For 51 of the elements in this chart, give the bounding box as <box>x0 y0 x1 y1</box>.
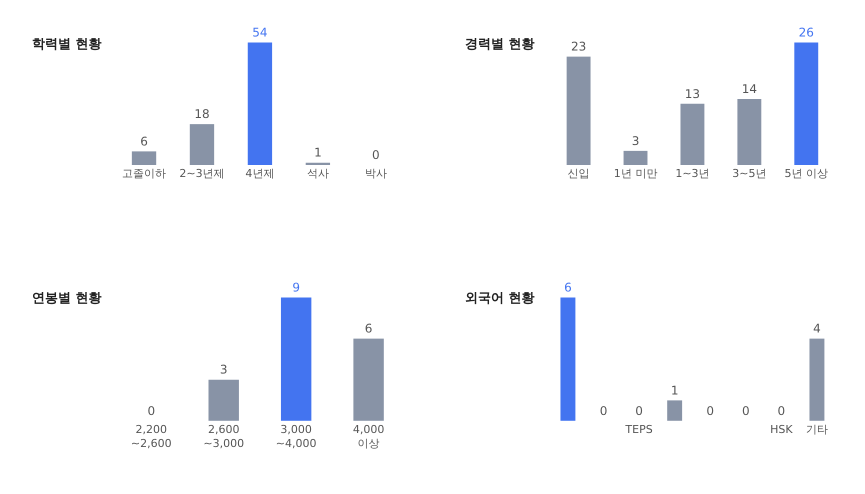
data-label: 3 <box>220 362 228 377</box>
data-label: 6 <box>364 322 372 336</box>
x-tick-label: 고졸이하 <box>122 166 166 180</box>
chart-title: 외국어 현황 <box>465 291 535 306</box>
chart-title: 연봉별 현황 <box>32 291 102 306</box>
data-label: 0 <box>600 404 608 418</box>
data-label: 0 <box>372 148 380 162</box>
x-tick-label: 2,200 ~2,600 <box>130 422 172 450</box>
data-label: 18 <box>194 107 210 122</box>
data-label: 0 <box>742 404 750 418</box>
x-tick-label: 2~3년제 <box>179 166 225 180</box>
bar <box>680 104 704 165</box>
x-tick-label: 2,600 ~3,000 <box>203 422 244 450</box>
x-tick-label: 신입 <box>568 166 590 180</box>
data-label: 13 <box>684 86 700 101</box>
data-label: 0 <box>147 404 156 418</box>
data-label: 4 <box>813 322 821 336</box>
data-label: 0 <box>706 404 714 418</box>
x-tick-label: 3~5년 <box>732 166 766 180</box>
data-label: 1 <box>314 146 322 160</box>
x-tick-label: 1~3년 <box>675 166 710 180</box>
x-tick-label: 3,000 ~4,000 <box>276 422 317 450</box>
x-tick-label: 기타 <box>806 422 828 436</box>
data-label: 23 <box>570 40 586 54</box>
chart-title: 경력별 현황 <box>465 37 535 52</box>
data-label: 1 <box>670 383 678 398</box>
data-label: 6 <box>564 280 572 294</box>
bar <box>190 124 214 165</box>
bar <box>248 42 272 165</box>
bar <box>737 99 762 165</box>
data-label: 6 <box>140 134 148 148</box>
x-tick-label: 석사 <box>306 166 329 180</box>
bar <box>566 56 591 165</box>
x-tick-label: HSK <box>770 422 794 436</box>
x-tick-label: 4년제 <box>245 166 274 180</box>
chart-title: 학력별 현황 <box>32 37 102 52</box>
bar <box>624 150 648 165</box>
data-label: 9 <box>292 280 300 294</box>
data-label: 54 <box>252 26 268 40</box>
data-label: 0 <box>778 404 786 418</box>
data-label: 26 <box>798 26 814 40</box>
x-tick-label: 5년 이상 <box>784 166 828 180</box>
x-tick-label: 4,000 이상 <box>352 422 384 450</box>
x-tick-label: 1년 미만 <box>614 166 658 180</box>
data-label: 14 <box>742 82 757 96</box>
data-label: 3 <box>632 134 640 148</box>
bar <box>794 42 818 165</box>
x-tick-label: TEPS <box>624 422 653 436</box>
x-tick-label: 박사 <box>364 166 387 180</box>
bar <box>132 151 156 165</box>
data-label: 0 <box>635 404 643 418</box>
